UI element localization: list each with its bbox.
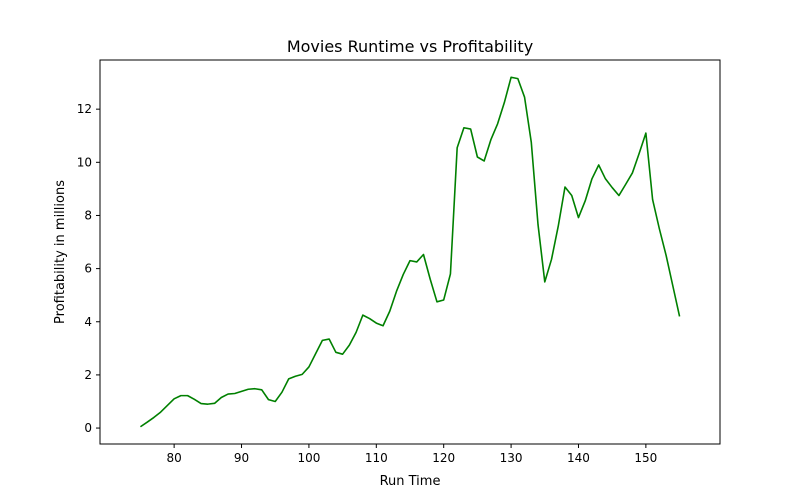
x-tick-label: 80 <box>166 451 181 465</box>
y-axis-label: Profitability in millions <box>53 180 68 324</box>
plot-frame <box>99 59 721 445</box>
x-tick-label: 110 <box>365 451 388 465</box>
y-tick-label: 10 <box>77 155 92 169</box>
y-tick-label: 4 <box>84 315 92 329</box>
y-tick-label: 0 <box>84 421 92 435</box>
x-tick-label: 100 <box>297 451 320 465</box>
plot-area <box>139 76 681 428</box>
y-tick-label: 2 <box>84 368 92 382</box>
y-axis: 0 2 4 6 8 10 12 <box>77 102 100 435</box>
x-tick-label: 140 <box>567 451 590 465</box>
x-axis: 80 90 100 110 120 130 140 150 <box>166 444 657 465</box>
x-tick-label: 150 <box>634 451 657 465</box>
y-tick-label: 12 <box>77 102 92 116</box>
y-tick-label: 6 <box>84 262 92 276</box>
y-tick-label: 8 <box>84 208 92 222</box>
chart-title: Movies Runtime vs Profitability <box>287 37 533 56</box>
x-tick-label: 130 <box>500 451 523 465</box>
series-line-0 <box>139 76 681 428</box>
x-tick-label: 120 <box>432 451 455 465</box>
x-tick-label: 90 <box>234 451 249 465</box>
x-axis-label: Run Time <box>380 474 441 489</box>
